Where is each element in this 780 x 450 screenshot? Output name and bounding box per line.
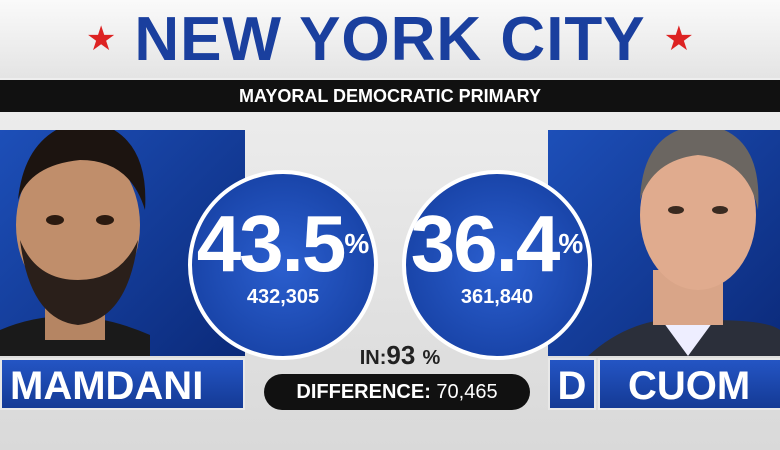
reporting-unit: % [422, 347, 441, 369]
photo [0, 130, 150, 356]
percent: 43.5 [196, 199, 347, 288]
percent-sign: % [558, 228, 584, 259]
subtitle: MAYORAL DEMOCRATIC PRIMARY [0, 80, 780, 112]
difference-label: DIFFERENCE: [296, 381, 431, 403]
votes: 361,840 [460, 286, 534, 308]
party-label: D [548, 358, 596, 410]
result-circle: 36.4% 361,840 [402, 170, 592, 360]
votes: 432,305 [246, 286, 320, 308]
candidate-name: MAMDANI [0, 358, 245, 410]
difference-value: 70,465 [436, 381, 498, 403]
reporting: IN:93 % [340, 340, 460, 371]
percent-sign: % [344, 228, 370, 259]
star: ★ [663, 20, 695, 58]
difference: DIFFERENCE: 70,465 [264, 374, 530, 410]
title-band: ★ NEW YORK CITY ★ [0, 0, 780, 78]
candidate-name: CUOM [598, 358, 780, 410]
reporting-value: 93 [386, 340, 416, 370]
percent: 36.4 [410, 199, 561, 288]
title: NEW YORK CITY [134, 4, 646, 74]
result-circle: 43.5% 432,305 [188, 170, 378, 360]
star: ★ [85, 20, 117, 58]
reporting-label: IN: [359, 347, 387, 369]
photo [588, 130, 780, 356]
